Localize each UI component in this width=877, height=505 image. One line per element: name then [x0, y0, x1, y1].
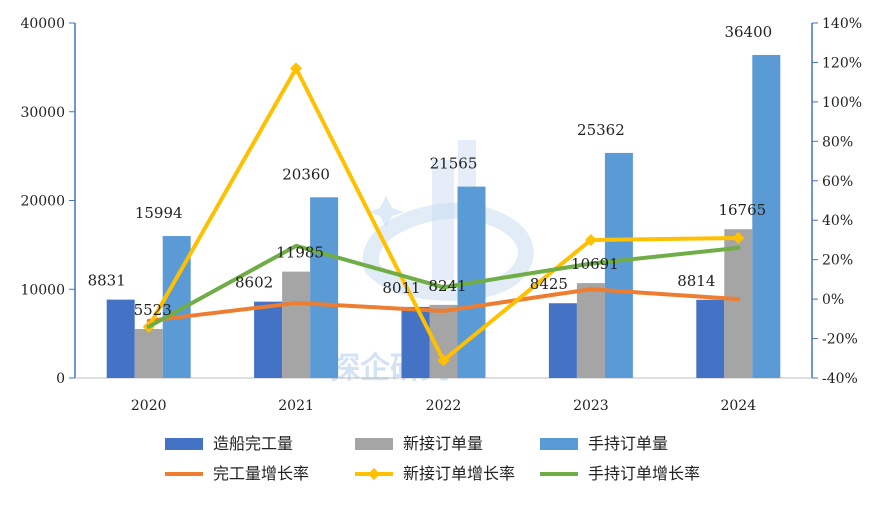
- right-tick-label: -20%: [822, 332, 858, 348]
- bar-0-2023: [548, 303, 577, 378]
- x-tick-label: 2023: [573, 398, 609, 414]
- left-tick-label: 20000: [20, 194, 65, 210]
- bar-series-group: [106, 54, 781, 378]
- bar-2-2023: [604, 152, 633, 378]
- right-tick-label: 100%: [822, 95, 862, 111]
- legend-swatch-bar-1: [355, 438, 393, 450]
- legend-label-bar-2: 手持订单量: [588, 434, 668, 453]
- right-tick-label: 60%: [822, 174, 853, 190]
- bar-2-2021: [310, 197, 339, 378]
- data-label-2-2020: 15994: [135, 204, 183, 222]
- left-tick-label: 0: [56, 371, 65, 387]
- line-series-2: [146, 243, 741, 329]
- data-label-1-2022: 8241: [428, 277, 466, 295]
- data-label-1-2023: 10691: [571, 255, 619, 273]
- legend-swatch-bar-0: [165, 438, 203, 450]
- x-tick-label: 2021: [278, 398, 314, 414]
- watermark-logo: 探企研究: [330, 140, 534, 386]
- bar-1-2021: [282, 271, 311, 378]
- data-label-group: 8831 8602 8011 8425 8814 5523 11985 8241 10691 16…: [88, 23, 773, 319]
- legend-label-line-1: 新接订单增长率: [403, 464, 515, 483]
- left-tick-label: 10000: [20, 282, 65, 298]
- line-series-0: [146, 287, 741, 323]
- bar-2-2024: [752, 54, 781, 378]
- x-tick-label: 2020: [131, 398, 167, 414]
- right-tick-label: 120%: [822, 55, 862, 71]
- left-tick-label: 40000: [20, 16, 65, 32]
- legend-label-line-2: 手持订单增长率: [588, 464, 700, 483]
- data-label-2-2022: 21565: [430, 155, 478, 173]
- bar-1-2020: [134, 328, 163, 378]
- data-label-1-2020: 5523: [134, 301, 172, 319]
- right-tick-label: 20%: [822, 253, 853, 269]
- bar-0-2024: [696, 299, 725, 378]
- data-label-0-2022: 8011: [382, 279, 420, 297]
- right-tick-label: 40%: [822, 213, 853, 229]
- line-marker-1-2024: [732, 231, 745, 244]
- right-tick-label: 140%: [822, 16, 862, 32]
- data-label-2-2024: 36400: [724, 23, 772, 41]
- bar-0-2021: [254, 301, 283, 378]
- right-tick-label: -40%: [822, 371, 858, 387]
- data-label-0-2020: 8831: [88, 272, 126, 290]
- x-tick-label: 2022: [426, 398, 462, 414]
- legend-label-bar-1: 新接订单量: [403, 434, 483, 453]
- legend-label-bar-0: 造船完工量: [213, 434, 293, 453]
- bar-1-2024: [724, 229, 753, 378]
- legend-swatch-bar-2: [540, 438, 578, 450]
- data-label-2-2021: 20360: [282, 165, 330, 183]
- line-marker-1-2023: [584, 233, 597, 246]
- right-tick-label: 80%: [822, 134, 853, 150]
- bar-0-2022: [401, 306, 430, 378]
- data-label-2-2023: 25362: [577, 121, 625, 139]
- data-label-1-2024: 16765: [718, 201, 766, 219]
- data-label-0-2023: 8425: [530, 275, 568, 293]
- data-label-0-2021: 8602: [235, 274, 273, 292]
- data-label-1-2021: 11985: [276, 244, 324, 262]
- bar-1-2023: [576, 283, 605, 378]
- line-marker-1-2021: [290, 62, 303, 75]
- bar-0-2020: [106, 299, 135, 378]
- legend-marker-line-1: [368, 468, 380, 480]
- line-marker-1-2022: [437, 354, 450, 367]
- legend-label-line-0: 完工量增长率: [213, 464, 309, 483]
- data-label-0-2024: 8814: [677, 272, 715, 290]
- left-tick-label: 30000: [20, 105, 65, 121]
- right-tick-label: 0%: [822, 292, 844, 308]
- line-series-group: [142, 62, 745, 367]
- x-tick-label: 2024: [720, 398, 756, 414]
